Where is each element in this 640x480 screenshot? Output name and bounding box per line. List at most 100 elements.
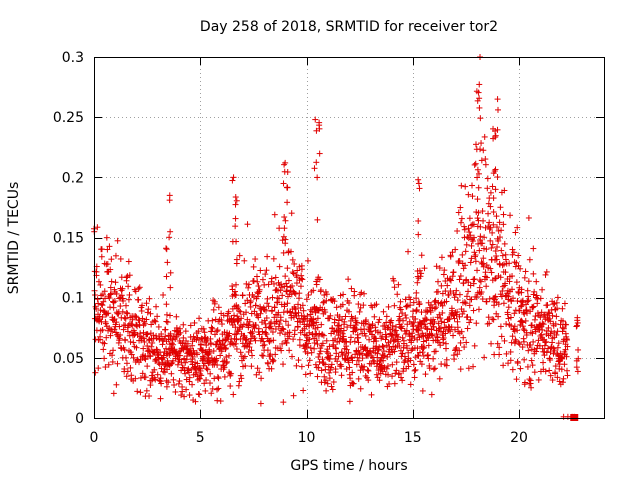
data-point	[143, 316, 150, 323]
data-point	[459, 251, 466, 258]
data-point	[424, 352, 431, 359]
data-point	[180, 334, 187, 341]
data-point	[305, 291, 312, 298]
data-point	[331, 316, 338, 323]
data-point	[375, 347, 382, 354]
data-point	[162, 333, 169, 340]
data-point	[277, 314, 284, 321]
data-point	[214, 327, 221, 334]
data-point	[144, 343, 151, 350]
y-tick-label: 0	[75, 411, 84, 427]
data-point	[414, 279, 421, 286]
data-point	[477, 278, 484, 285]
data-point	[530, 338, 537, 345]
data-point	[399, 377, 406, 384]
data-point	[279, 237, 286, 244]
y-tick-label: 0.3	[62, 50, 84, 66]
data-point	[501, 240, 508, 247]
data-point	[530, 270, 537, 277]
data-point	[99, 302, 106, 309]
data-point	[461, 299, 468, 306]
data-point	[474, 267, 481, 274]
data-point	[122, 315, 129, 322]
data-point	[298, 272, 305, 279]
data-point	[456, 276, 463, 283]
data-point	[337, 292, 344, 299]
data-point	[415, 327, 422, 334]
data-point	[274, 299, 281, 306]
data-point	[126, 272, 133, 279]
data-point	[463, 241, 470, 248]
data-point	[443, 356, 450, 363]
data-point	[483, 262, 490, 269]
data-point	[373, 338, 380, 345]
data-point	[489, 241, 496, 248]
y-tick-label: 0.1	[62, 291, 84, 307]
data-point	[478, 157, 485, 164]
data-point	[189, 353, 196, 360]
data-point	[563, 335, 570, 342]
data-point	[461, 223, 468, 230]
data-point	[257, 267, 264, 274]
data-point	[533, 292, 540, 299]
data-point	[475, 306, 482, 313]
data-point	[380, 308, 387, 315]
data-point	[128, 321, 135, 328]
data-point	[100, 346, 107, 353]
data-point	[295, 309, 302, 316]
data-point	[542, 339, 549, 346]
data-point	[259, 328, 266, 335]
data-point	[380, 344, 387, 351]
data-point	[407, 302, 414, 309]
data-point	[396, 342, 403, 349]
data-point	[492, 128, 499, 135]
data-point	[320, 332, 327, 339]
data-point	[431, 305, 438, 312]
data-point	[142, 320, 149, 327]
data-point	[509, 286, 516, 293]
data-point	[562, 346, 569, 353]
data-point	[236, 252, 243, 259]
data-point	[236, 378, 243, 385]
data-point	[519, 323, 526, 330]
data-point	[229, 177, 236, 184]
data-point	[419, 349, 426, 356]
data-point	[457, 366, 464, 373]
data-point	[320, 360, 327, 367]
data-point	[300, 307, 307, 314]
data-point	[296, 263, 303, 270]
data-point	[535, 337, 542, 344]
data-point	[215, 385, 222, 392]
data-point	[479, 296, 486, 303]
data-point	[539, 326, 546, 333]
data-point	[287, 309, 294, 316]
data-point	[410, 319, 417, 326]
data-point	[147, 310, 154, 317]
data-point	[499, 287, 506, 294]
data-point	[514, 298, 521, 305]
data-point	[313, 278, 320, 285]
data-point	[279, 340, 286, 347]
data-point	[217, 352, 224, 359]
data-point	[369, 321, 376, 328]
data-point	[119, 308, 126, 315]
data-point	[124, 368, 131, 375]
data-point	[416, 185, 423, 192]
data-point	[468, 242, 475, 249]
data-point	[476, 104, 483, 111]
data-point	[290, 392, 297, 399]
data-point	[482, 156, 489, 163]
data-point	[495, 301, 502, 308]
data-point	[443, 298, 450, 305]
data-point	[235, 382, 242, 389]
data-point	[290, 270, 297, 277]
data-point	[461, 344, 468, 351]
data-point	[552, 320, 559, 327]
data-point	[280, 180, 287, 187]
data-point	[273, 286, 280, 293]
data-point	[498, 293, 505, 300]
data-point	[560, 375, 567, 382]
data-point	[484, 320, 491, 327]
data-point	[483, 283, 490, 290]
data-point	[277, 287, 284, 294]
